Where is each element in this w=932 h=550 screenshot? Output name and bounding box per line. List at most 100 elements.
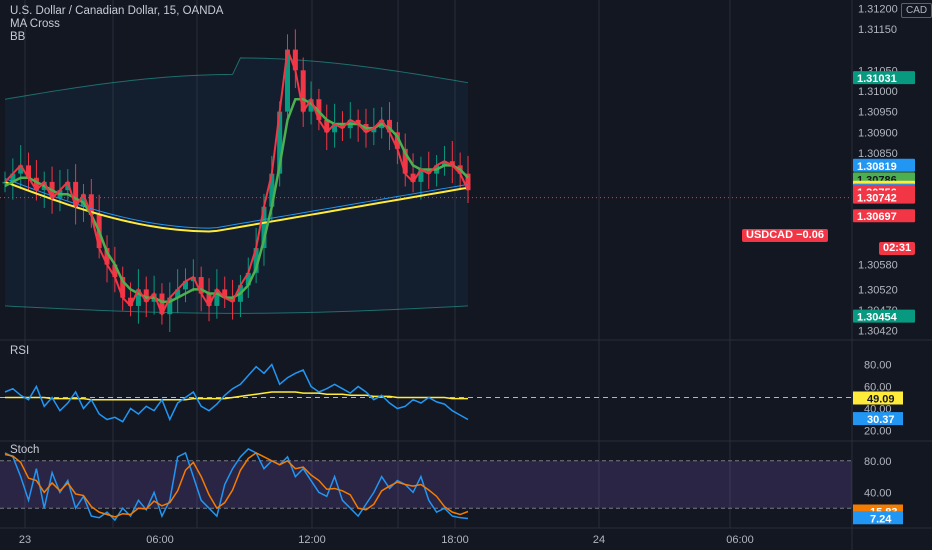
chart-legend: U.S. Dollar / Canadian Dollar, 15, OANDA… [10, 5, 223, 44]
price-tick-label: 1.30850 [858, 148, 898, 160]
rsi-value-bg [853, 391, 903, 405]
candle-body [112, 264, 118, 277]
price-tick-label: 1.30580 [858, 260, 898, 272]
candle-body [426, 169, 432, 174]
price-label-text: 1.30742 [857, 193, 897, 205]
candle-body [387, 119, 393, 133]
candle-body [308, 99, 314, 112]
rsi-tick-label: 20.00 [864, 426, 892, 438]
candle-body [65, 181, 71, 191]
price-tick-label: 1.30900 [858, 127, 898, 139]
price-tick-label: 1.31000 [858, 86, 898, 98]
price-label-bg [853, 71, 915, 85]
candle-body [253, 248, 259, 273]
candle-body [465, 173, 471, 191]
candle-body [73, 181, 79, 207]
ma-fast-red-line [4, 49, 469, 317]
candle-body [88, 194, 94, 215]
price-label-bg [853, 309, 915, 323]
time-tick-label: 18:00 [441, 534, 469, 546]
stoch-label[interactable]: Stoch [10, 444, 40, 456]
candle-body [316, 99, 322, 120]
bollinger-lower-line [4, 305, 469, 314]
price-label-bg [853, 209, 915, 223]
candle-body [175, 289, 181, 298]
candle-body [167, 297, 173, 315]
rsi-value-tag: 49.09 [853, 391, 903, 406]
ma-slow-line [4, 180, 469, 233]
price-tick-label: 1.31200 [858, 3, 898, 15]
ma-cross-indicator-label[interactable]: MA Cross [10, 18, 60, 30]
candle-body [198, 276, 204, 294]
stoch-k-line [4, 448, 469, 522]
candles [2, 29, 471, 332]
candle-body [394, 132, 400, 149]
rsi-line [4, 363, 469, 423]
stoch-value-bg [853, 511, 903, 525]
candle-body [245, 272, 251, 286]
bollinger-upper-line [4, 57, 469, 100]
rsi-signal-line [5, 391, 468, 401]
price-tick-label: 1.30520 [858, 284, 898, 296]
stoch-tick-label: 40.00 [864, 487, 892, 499]
candle-body [18, 165, 24, 174]
price-label-tag: 1.30819 [853, 158, 915, 173]
price-label-tag: 1.30742 [853, 190, 915, 205]
candle-body [33, 177, 39, 191]
stoch-tick-label: 80.00 [864, 456, 892, 468]
candle-body [214, 289, 220, 306]
rsi-label[interactable]: RSI [10, 345, 30, 357]
stoch-value-text: 7.24 [870, 513, 892, 525]
time-tick-label: 12:00 [298, 534, 326, 546]
candle-body [300, 70, 306, 112]
stoch-value-tag: 7.24 [853, 511, 903, 525]
candle-body [418, 169, 424, 182]
bb-basis-line [4, 178, 469, 229]
candle-body [159, 293, 165, 315]
currency-badge[interactable]: CAD [901, 3, 932, 18]
price-label-bg [853, 158, 915, 172]
candle-body [261, 206, 267, 249]
countdown-tag: 02:31 [879, 242, 916, 255]
candle-body [410, 173, 416, 182]
symbol-change-tag: USDCAD −0.06 [742, 229, 828, 242]
rsi-value-bg [853, 412, 903, 426]
candle-body [128, 297, 134, 306]
candle-body [222, 289, 228, 298]
candle-body [143, 289, 149, 302]
price-label-tag: 1.30454 [853, 309, 915, 324]
rsi-value-tag: 30.37 [853, 412, 903, 426]
candle-body [371, 128, 377, 133]
rsi-value-text: 49.09 [867, 394, 895, 406]
candle-body [269, 173, 275, 207]
price-label-tag: 1.31031 [853, 71, 915, 85]
candle-body [206, 293, 212, 306]
price-label-text: 1.30697 [857, 211, 897, 223]
symbol-title[interactable]: U.S. Dollar / Canadian Dollar, 15, OANDA [10, 5, 224, 17]
candle-body [355, 119, 361, 125]
rsi-tick-label: 80.00 [864, 360, 892, 372]
time-tick-label: 24 [593, 534, 605, 546]
candle-body [104, 248, 110, 265]
rsi-tick-label: 60.00 [864, 382, 892, 394]
candle-body [449, 161, 455, 166]
candle-body [120, 276, 126, 298]
price-label-tag: 1.30697 [853, 209, 915, 223]
price-tick-label: 1.30420 [858, 326, 898, 338]
candle-body [80, 194, 86, 207]
candle-body [441, 161, 447, 166]
price-tick-label: 1.30950 [858, 107, 898, 119]
rsi-value-text: 30.37 [867, 414, 895, 426]
candle-body [182, 281, 188, 290]
candle-body [339, 124, 345, 129]
price-label-text: 1.30454 [857, 312, 898, 324]
time-tick-label: 23 [19, 534, 31, 546]
candle-body [277, 111, 283, 174]
bb-indicator-label[interactable]: BB [10, 31, 26, 43]
candle-body [135, 289, 141, 306]
time-tick-label: 06:00 [146, 534, 174, 546]
candle-body [285, 49, 291, 112]
candle-body [292, 49, 298, 71]
candle-body [402, 148, 408, 174]
